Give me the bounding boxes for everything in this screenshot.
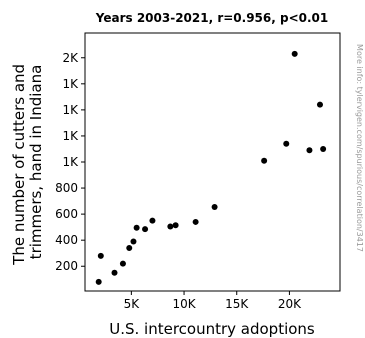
data-point	[316, 101, 323, 108]
y-tick-label: 200	[55, 259, 78, 273]
x-tick-label: 5K	[124, 297, 141, 311]
chart-title: Years 2003-2021, r=0.956, p<0.01	[95, 11, 329, 25]
y-axis-label-line-1: The number of cutters and	[10, 64, 28, 266]
data-point	[95, 278, 102, 285]
y-axis-label-line-2: trimmers, hand in Indiana	[27, 65, 45, 260]
y-tick-label: 1K	[62, 103, 79, 117]
data-point	[97, 252, 104, 259]
plot-area	[84, 32, 341, 292]
x-tick-label: 15K	[225, 297, 249, 311]
data-point	[261, 157, 268, 164]
data-point	[211, 203, 218, 210]
data-point	[119, 260, 126, 267]
y-tick-label: 1K	[62, 129, 79, 143]
y-tick-label: 800	[55, 181, 78, 195]
data-point	[142, 226, 149, 233]
data-point	[192, 218, 199, 225]
data-point	[306, 147, 313, 154]
y-axis-label: The number of cutters and trimmers, hand…	[10, 59, 45, 266]
x-tick-label: 10K	[172, 297, 196, 311]
data-point	[130, 238, 137, 245]
x-axis-label: U.S. intercountry adoptions	[109, 320, 315, 338]
data-point	[291, 50, 298, 57]
data-point	[283, 140, 290, 147]
data-point	[320, 145, 327, 152]
data-point	[172, 222, 179, 229]
data-point	[149, 217, 156, 224]
data-point	[126, 245, 133, 251]
data-point	[133, 224, 140, 231]
y-tick-label: 2K	[62, 51, 79, 65]
y-tick-label: 400	[55, 233, 78, 247]
source-note: More info: tylervigen.com/spurious/corre…	[355, 44, 364, 252]
y-tick-label: 600	[55, 207, 78, 221]
x-tick-label: 20K	[278, 297, 302, 311]
data-points	[95, 50, 327, 285]
y-tick-label: 1K	[62, 155, 79, 169]
y-tick-label: 1K	[62, 77, 79, 91]
data-point	[111, 269, 118, 276]
y-axis-ticks: 200 400 600 800 1K 1K 1K 1K 2K	[55, 51, 85, 273]
data-point	[167, 223, 174, 230]
x-axis-ticks: 5K 10K 15K 20K	[124, 291, 302, 311]
